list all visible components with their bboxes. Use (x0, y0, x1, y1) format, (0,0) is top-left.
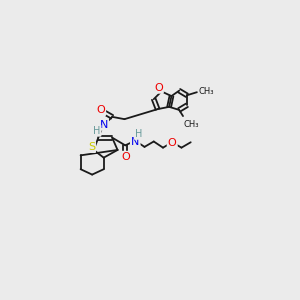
Text: O: O (121, 152, 130, 162)
Text: O: O (154, 82, 163, 93)
Text: CH₃: CH₃ (184, 120, 199, 129)
Text: O: O (168, 138, 177, 148)
Text: H: H (135, 129, 142, 139)
Text: S: S (88, 142, 95, 152)
Text: CH₃: CH₃ (198, 87, 214, 96)
Text: O: O (96, 105, 105, 115)
Text: N: N (100, 119, 108, 130)
Text: N: N (131, 137, 140, 147)
Text: H: H (93, 126, 100, 136)
